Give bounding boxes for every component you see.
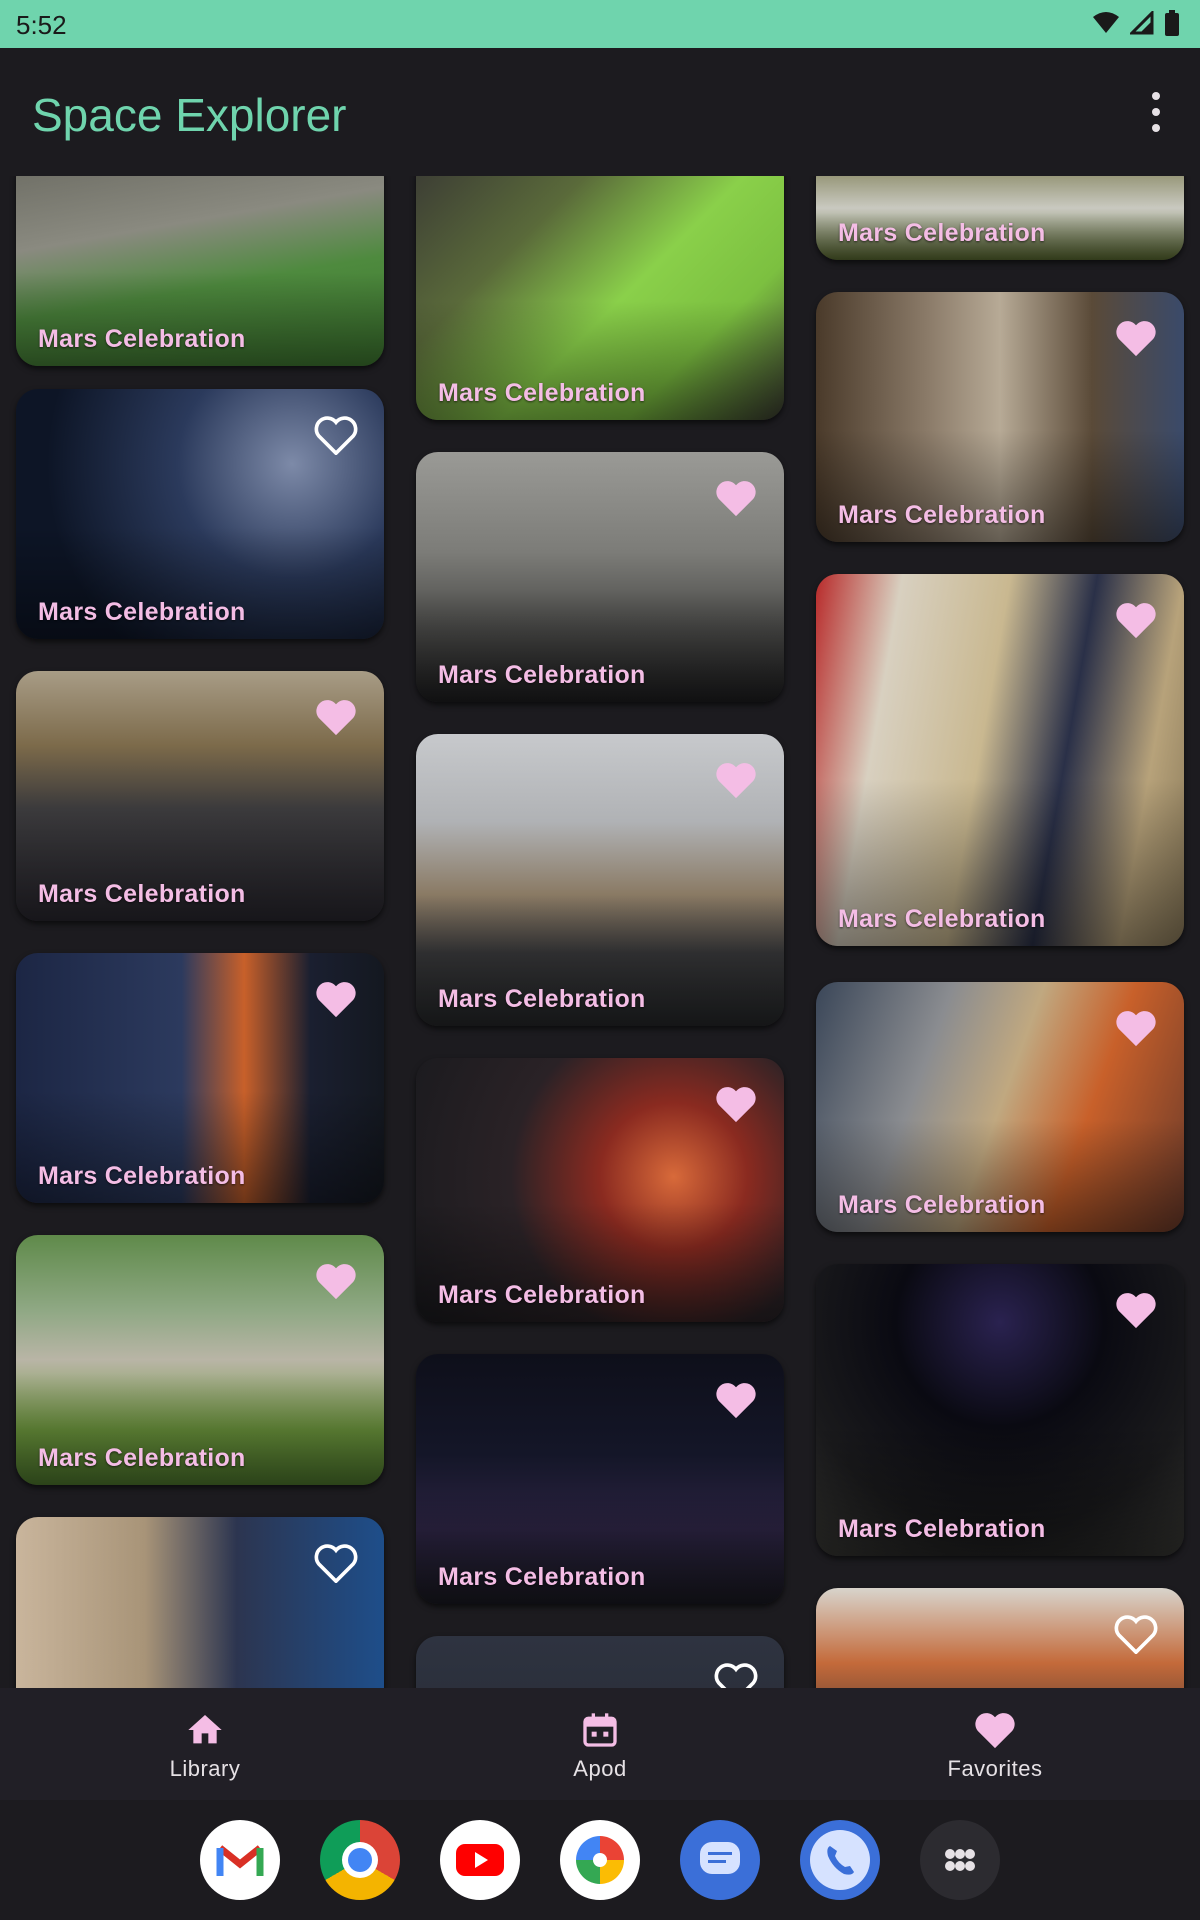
card-title: Mars Celebration: [838, 501, 1046, 529]
heart-filled-icon[interactable]: [314, 1261, 358, 1301]
image-card[interactable]: [816, 1588, 1184, 1688]
image-card[interactable]: Mars Celebration: [16, 671, 384, 921]
card-title: Mars Celebration: [38, 598, 246, 626]
launcher-dock: [0, 1800, 1200, 1920]
heart-outline-icon[interactable]: [1114, 1614, 1158, 1654]
card-image: [416, 176, 784, 420]
image-card[interactable]: Mars Celebration: [416, 176, 784, 420]
photos-icon[interactable]: [560, 1820, 640, 1900]
gmail-icon[interactable]: [200, 1820, 280, 1900]
card-title: Mars Celebration: [438, 985, 646, 1013]
heart-outline-icon[interactable]: [314, 415, 358, 455]
card-image: [16, 176, 384, 366]
home-icon: [188, 1715, 222, 1744]
image-card[interactable]: Mars Celebration: [416, 734, 784, 1026]
card-title: Mars Celebration: [838, 1191, 1046, 1219]
status-bar: 5:52: [0, 0, 1200, 48]
heart-outline-icon[interactable]: [314, 1543, 358, 1583]
image-card[interactable]: Mars Celebration: [416, 1354, 784, 1604]
image-card[interactable]: Mars Celebration: [16, 1235, 384, 1485]
nav-favorites[interactable]: Favorites: [895, 1710, 1095, 1782]
card-title: Mars Celebration: [38, 1162, 246, 1190]
image-card[interactable]: [16, 1517, 384, 1688]
card-title: Mars Celebration: [838, 905, 1046, 933]
card-title: Mars Celebration: [38, 1444, 246, 1472]
image-card[interactable]: Mars Celebration: [816, 574, 1184, 946]
image-card[interactable]: Mars Celebration: [816, 292, 1184, 542]
image-card[interactable]: Mars Celebration: [816, 982, 1184, 1232]
app-bar: Space Explorer: [0, 48, 1200, 176]
heart-filled-icon[interactable]: [1114, 1008, 1158, 1048]
card-title: Mars Celebration: [438, 379, 646, 407]
card-image: [416, 1636, 784, 1688]
card-title: Mars Celebration: [438, 661, 646, 689]
image-card[interactable]: Mars Celebration: [16, 176, 384, 366]
app-title: Space Explorer: [32, 89, 347, 141]
calendar-icon: [583, 1713, 617, 1747]
nav-apod-label: Apod: [573, 1756, 627, 1781]
heart-filled-icon[interactable]: [1114, 318, 1158, 358]
bottom-navigation: Library Apod Favorites: [0, 1688, 1200, 1800]
heart-filled-icon[interactable]: [314, 697, 358, 737]
signal-icon: [1130, 11, 1154, 35]
heart-filled-icon[interactable]: [714, 1380, 758, 1420]
image-card[interactable]: Mars Celebration: [816, 176, 1184, 260]
image-card[interactable]: [416, 1636, 784, 1688]
heart-filled-icon[interactable]: [314, 979, 358, 1019]
image-card[interactable]: Mars Celebration: [416, 452, 784, 702]
card-image: [816, 176, 1184, 260]
messages-icon[interactable]: [680, 1820, 760, 1900]
card-title: Mars Celebration: [838, 219, 1046, 247]
heart-filled-icon[interactable]: [1114, 1290, 1158, 1330]
heart-filled-icon[interactable]: [714, 1084, 758, 1124]
status-time: 5:52: [16, 10, 67, 40]
heart-outline-icon[interactable]: [714, 1662, 758, 1688]
image-card[interactable]: Mars Celebration: [816, 1264, 1184, 1556]
chrome-icon[interactable]: [320, 1820, 400, 1900]
more-vert-icon[interactable]: [1146, 92, 1166, 132]
nav-apod[interactable]: Apod: [500, 1710, 700, 1782]
heart-filled-icon[interactable]: [714, 760, 758, 800]
image-card[interactable]: Mars Celebration: [416, 1058, 784, 1322]
card-title: Mars Celebration: [38, 325, 246, 353]
card-title: Mars Celebration: [438, 1563, 646, 1591]
heart-filled-icon[interactable]: [1114, 600, 1158, 640]
status-icons: [1092, 10, 1180, 36]
nav-library-label: Library: [169, 1756, 241, 1781]
wifi-icon: [1093, 12, 1119, 33]
app-drawer-icon[interactable]: [920, 1820, 1000, 1900]
heart-filled-icon[interactable]: [714, 478, 758, 518]
card-image: [816, 574, 1184, 946]
youtube-icon[interactable]: [440, 1820, 520, 1900]
image-card[interactable]: Mars Celebration: [16, 953, 384, 1203]
nav-favorites-label: Favorites: [947, 1756, 1043, 1781]
image-grid[interactable]: Mars Celebration Mars Celebration Mars C…: [0, 176, 1200, 1688]
card-image: [16, 389, 384, 639]
battery-icon: [1165, 10, 1179, 36]
heart-icon: [975, 1713, 1015, 1749]
nav-library[interactable]: Library: [105, 1710, 305, 1782]
card-title: Mars Celebration: [438, 1281, 646, 1309]
phone-icon[interactable]: [800, 1820, 880, 1900]
card-title: Mars Celebration: [38, 880, 246, 908]
image-card[interactable]: Mars Celebration: [16, 389, 384, 639]
card-title: Mars Celebration: [838, 1515, 1046, 1543]
